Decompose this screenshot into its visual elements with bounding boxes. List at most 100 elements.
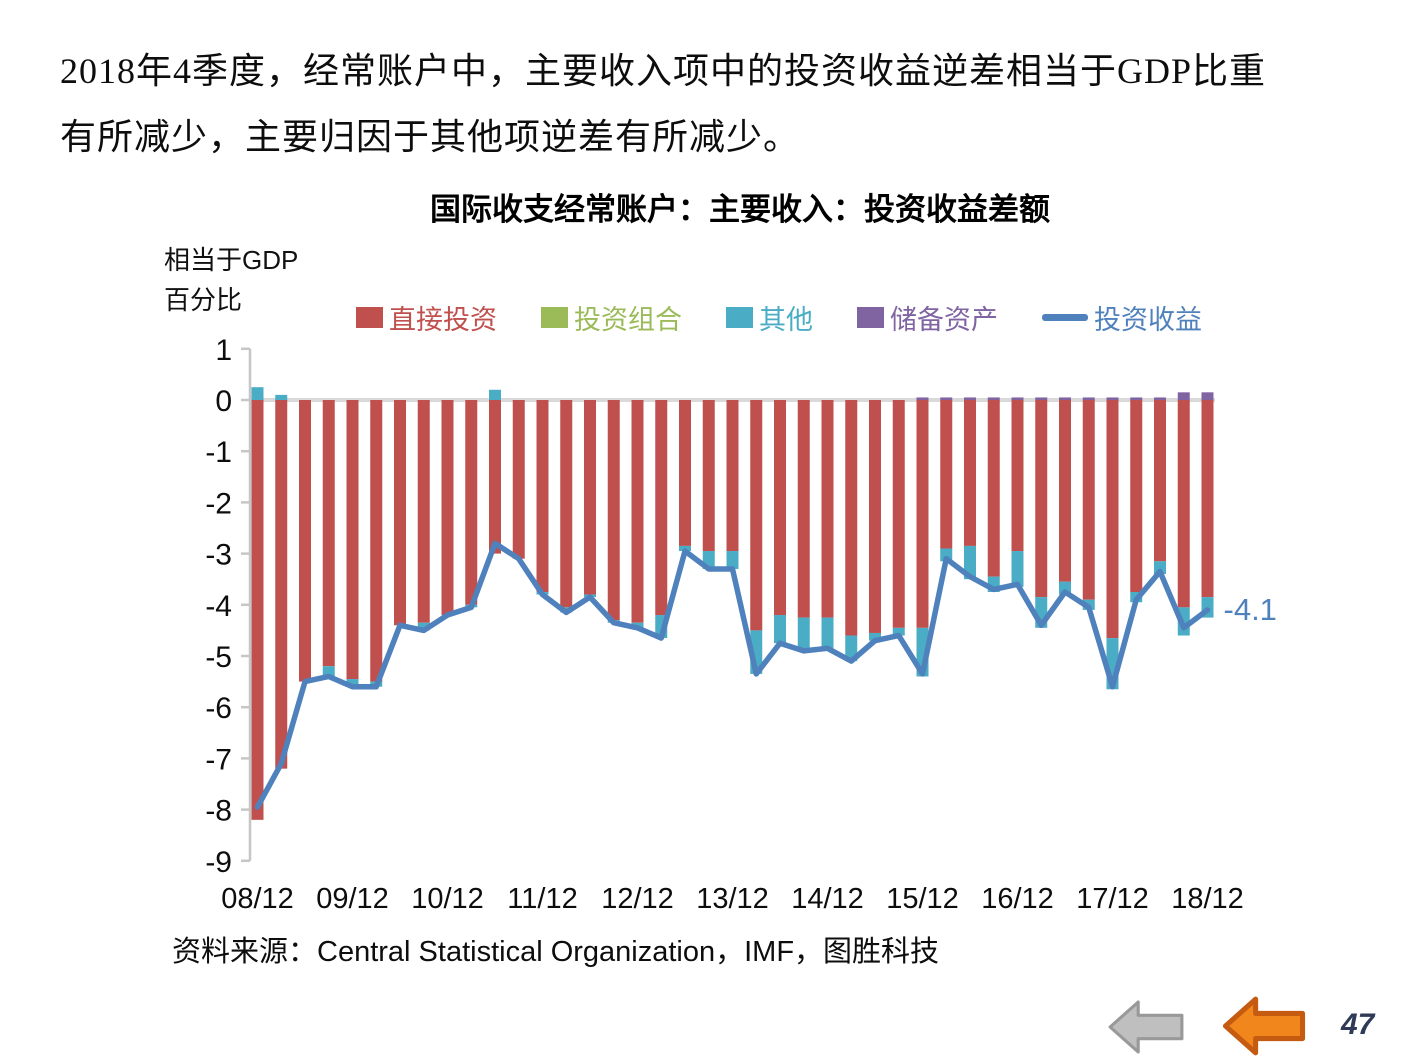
x-tick-label: 11/12 [507, 883, 577, 915]
bar-segment [346, 679, 359, 687]
bar-segment [845, 400, 858, 636]
back-arrow-button-gray[interactable] [1107, 998, 1185, 1056]
bar-segment [1106, 397, 1119, 400]
legend-swatch-reserve-assets [857, 307, 884, 328]
bar-segment [1082, 397, 1095, 400]
y-axis-unit-line1: 相当于GDP [164, 245, 299, 275]
bar-segment [1154, 397, 1166, 400]
bar-segment [774, 615, 786, 644]
y-axis-unit-line2: 百分比 [164, 285, 243, 315]
y-tick-label: 0 [215, 385, 232, 418]
bar-segment [560, 400, 573, 608]
bar-segment [987, 397, 1000, 400]
bar-segment [916, 400, 929, 628]
legend-label-reserve-assets: 储备资产 [890, 305, 998, 335]
y-axis-unit-label: 相当于GDP 百分比 [164, 240, 298, 320]
legend-swatch-portfolio [541, 307, 568, 328]
y-tick-label: -1 [205, 436, 232, 469]
x-tick-label: 16/12 [981, 883, 1054, 915]
bar-segment [441, 400, 454, 616]
bar-segment [1201, 400, 1214, 598]
bar-segment [322, 400, 335, 667]
bar-segment [821, 400, 834, 618]
legend-swatch-investment-income-line [1042, 314, 1088, 321]
bar-segment [1154, 400, 1166, 562]
bar-segment [299, 400, 311, 682]
bar-segment [1059, 400, 1071, 582]
x-tick-label: 18/12 [1171, 883, 1244, 915]
legend-label-direct-investment: 直接投资 [389, 305, 497, 335]
bar-segment [702, 400, 715, 552]
bar-segment [607, 400, 620, 621]
bar-segment [512, 400, 525, 559]
bar-segment [987, 400, 1000, 577]
bar-segment [892, 400, 905, 628]
legend-label-investment-income: 投资收益 [1094, 305, 1202, 335]
y-tick-label: -5 [205, 641, 232, 674]
legend-swatch-direct-investment [356, 307, 383, 328]
bar-segment [821, 617, 834, 649]
bar-segment [322, 666, 335, 677]
heading-line-1: 2018年4季度，经常账户中，主要收入项中的投资收益逆差相当于GDP比重 [60, 51, 1267, 91]
bar-segment [394, 400, 406, 626]
bar-segment [1011, 551, 1024, 587]
x-tick-label: 12/12 [601, 883, 674, 915]
x-tick-label: 14/12 [791, 883, 864, 915]
bar-segment [275, 400, 288, 769]
chart-legend: 直接投资 投资组合 其他 储备资产 投资收益 [356, 298, 1202, 337]
bar-segment [1106, 400, 1119, 639]
y-tick-label: -9 [205, 846, 232, 879]
bar-segment [536, 400, 549, 592]
bar-segment [797, 617, 810, 651]
bar-segment [940, 400, 953, 549]
bar-segment [1035, 397, 1048, 400]
legend-item-reserve-assets: 储备资产 [857, 298, 998, 337]
previous-arrow-button-orange[interactable] [1221, 995, 1307, 1057]
orange-left-arrow-icon[interactable] [1222, 996, 1306, 1056]
y-tick-label: -4 [205, 590, 232, 623]
x-tick-label: 13/12 [696, 883, 769, 915]
x-tick-label: 09/12 [316, 883, 389, 915]
bar-segment [489, 389, 501, 400]
y-tick-label: -3 [205, 539, 232, 572]
y-tick-label: -6 [205, 692, 232, 725]
gray-left-arrow-icon[interactable] [1108, 1000, 1184, 1054]
bar-segment [465, 400, 478, 605]
legend-label-portfolio: 投资组合 [574, 305, 682, 335]
heading-line-2: 有所减少，主要归因于其他项逆差有所减少。 [60, 117, 801, 157]
bar-segment [275, 394, 288, 400]
legend-item-other: 其他 [726, 298, 813, 337]
bar-segment [1011, 397, 1024, 400]
bar-segment [417, 622, 430, 631]
bar-segment [251, 400, 264, 820]
legend-label-other: 其他 [759, 305, 813, 335]
bar-segment [1011, 400, 1024, 552]
x-tick-label: 10/12 [411, 883, 484, 915]
bar-segment [797, 400, 810, 618]
bar-segment [346, 400, 359, 680]
bar-segment [964, 545, 976, 580]
legend-item-portfolio: 投资组合 [541, 298, 682, 337]
legend-swatch-other [726, 307, 753, 328]
bar-segment [251, 387, 264, 400]
x-tick-label: 17/12 [1076, 883, 1149, 915]
chart-title: 国际收支经常账户：主要收入：投资收益差额 [430, 192, 1050, 227]
bar-segment [1201, 392, 1214, 400]
bar-segment [370, 400, 383, 682]
bar-segment [750, 400, 763, 631]
bar-segment [869, 632, 881, 641]
bar-segment [726, 551, 739, 569]
legend-item-investment-income: 投资收益 [1042, 298, 1202, 337]
chart-plot-area: 1 0 -1 -2 -3 -4 -5 -6 -7 -8 -9 08/12 09/12 10/12 11/12… [0, 330, 1411, 925]
bar-segment [1177, 400, 1190, 608]
bar-segment [1035, 400, 1048, 598]
y-tick-label: -7 [205, 743, 232, 776]
bar-segment [1082, 400, 1095, 600]
x-tick-label: 08/12 [221, 883, 294, 915]
bar-segment [845, 635, 858, 662]
bar-segment [1059, 397, 1071, 400]
bar-segment [679, 400, 691, 546]
bar-segment [774, 400, 786, 616]
legend-item-direct-investment: 直接投资 [356, 298, 497, 337]
